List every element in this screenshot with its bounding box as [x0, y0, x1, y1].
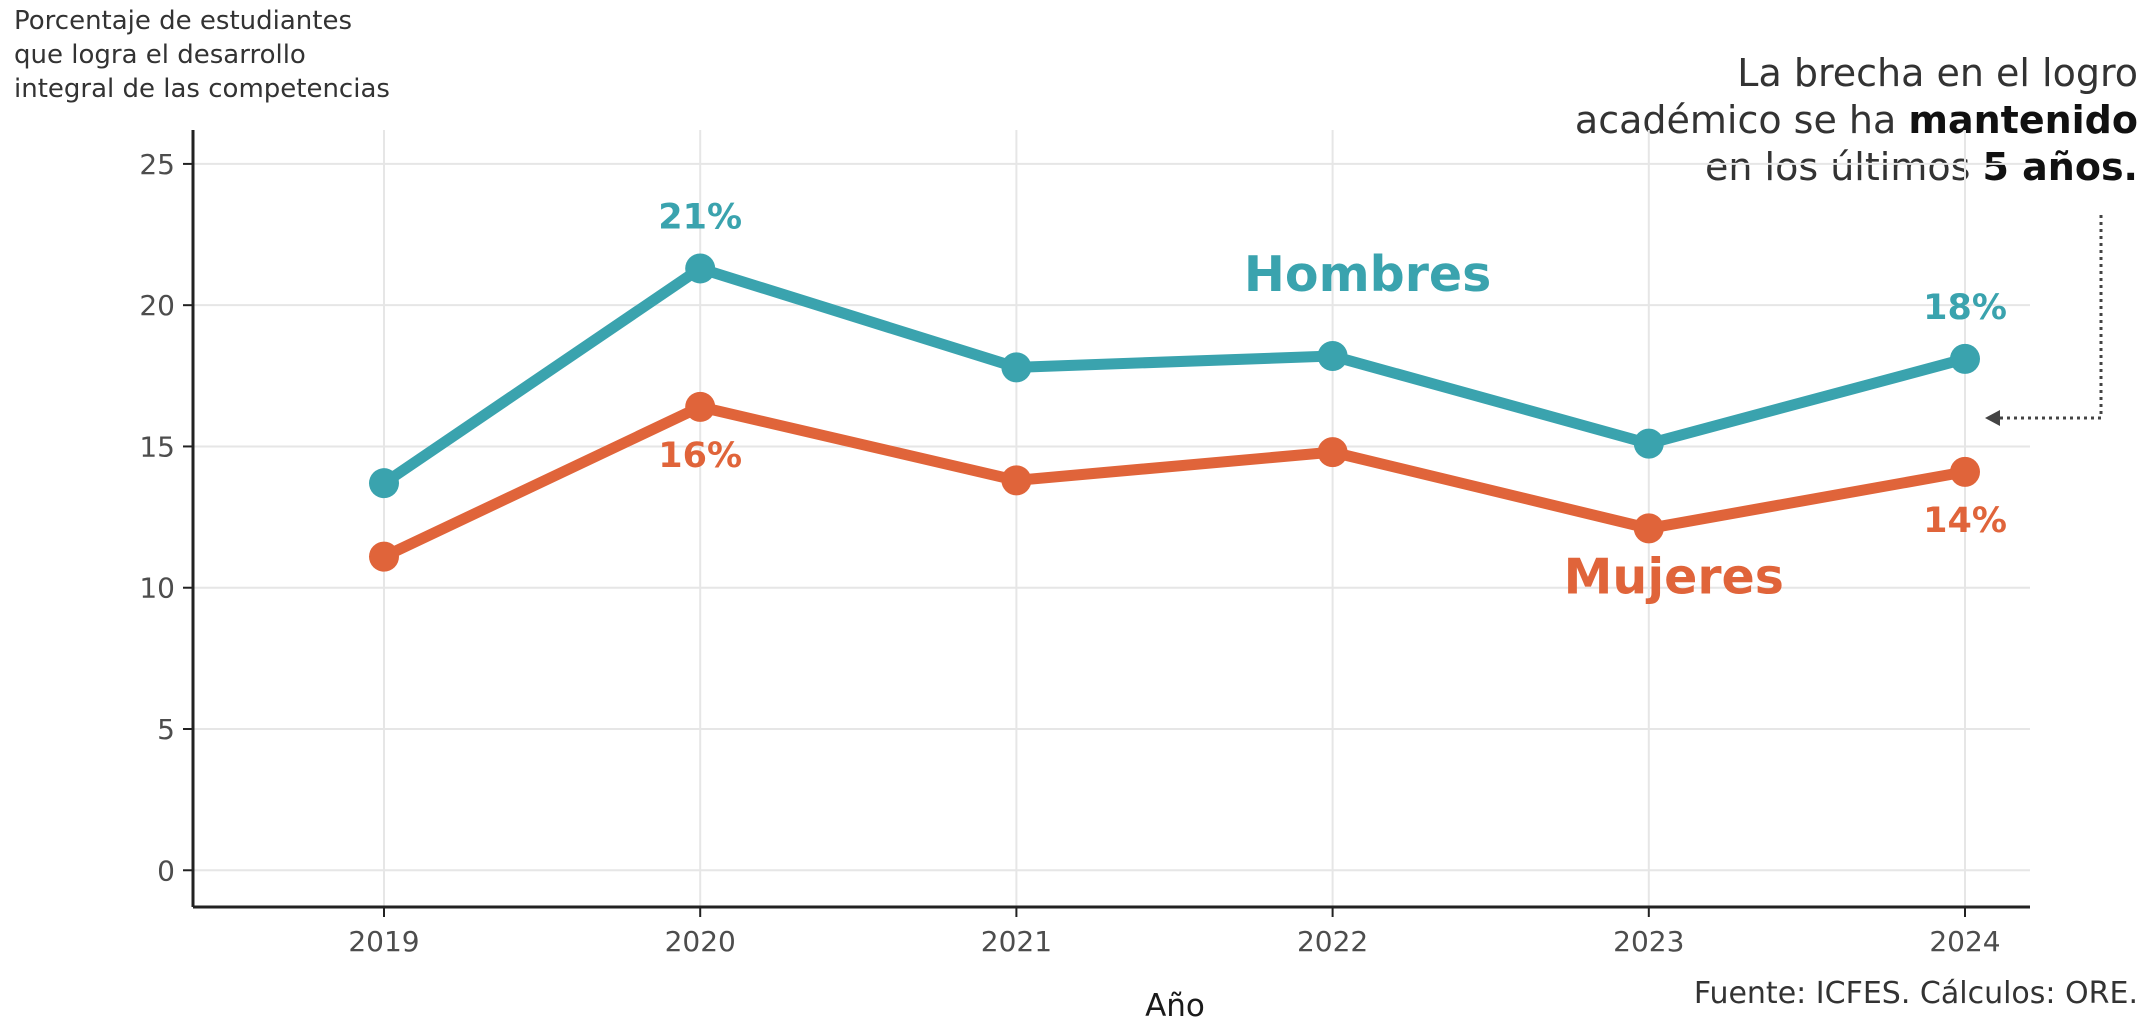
- point-mujeres-2024: [1950, 456, 1980, 487]
- series-label-mujeres: Mujeres: [1564, 548, 1784, 605]
- gap-annotation: La brecha en el logro académico se ha ma…: [1438, 50, 2138, 191]
- axes: [191, 130, 2030, 909]
- point-hombres-2023: [1633, 428, 1664, 459]
- annotation-arrow-head: [1985, 410, 2000, 426]
- y-tick-label-15: 15: [139, 430, 175, 463]
- tick-labels: 0 5 10 15 20 25 2019 2020 2021 2022 2023 2024: [139, 148, 2000, 958]
- x-tick-label-2024: 2024: [1929, 925, 2000, 958]
- x-tick-label-2021: 2021: [981, 925, 1052, 958]
- y-axis-title-line-2: que logra el desarrollo: [14, 40, 306, 70]
- point-hombres-2019: [369, 468, 399, 499]
- x-tick-label-2023: 2023: [1613, 925, 1684, 958]
- annotation-line-3: en los últimos 5 años.: [1705, 145, 2138, 189]
- source-note: Fuente: ICFES. Cálculos: ORE.: [1693, 976, 2138, 1011]
- x-tick-label-2019: 2019: [348, 925, 419, 958]
- y-tick-label-10: 10: [139, 572, 175, 605]
- annotation-emphasis-mantenido: mantenido: [1908, 98, 2138, 142]
- data-label-mujeres-2024: 14%: [1923, 501, 2007, 541]
- x-tick-label-2020: 2020: [665, 925, 736, 958]
- annotation-arrow: [1985, 215, 2103, 426]
- point-hombres-2020: [685, 253, 716, 284]
- point-mujeres-2020: [685, 391, 716, 422]
- data-label-mujeres-2020: 16%: [658, 436, 742, 476]
- data-labels: 21% 18% 16% 14%: [658, 197, 2007, 540]
- series-lines: [369, 253, 1980, 572]
- series-label-hombres: Hombres: [1244, 246, 1491, 303]
- point-hombres-2024: [1950, 343, 1980, 374]
- annotation-arrow-path: [1998, 215, 2103, 420]
- y-tick-label-0: 0: [157, 854, 175, 887]
- point-hombres-2022: [1317, 341, 1348, 372]
- point-mujeres-2021: [1001, 465, 1032, 496]
- x-axis-title: Año: [1145, 988, 1205, 1024]
- y-axis-title-line-3: integral de las competencias: [14, 74, 390, 104]
- point-hombres-2021: [1001, 352, 1032, 383]
- data-label-hombres-2024: 18%: [1923, 288, 2007, 328]
- annotation-line-2: académico se ha mantenido: [1574, 98, 2138, 142]
- y-tick-label-20: 20: [139, 289, 175, 322]
- y-tick-label-25: 25: [139, 148, 175, 181]
- y-axis-title-line-1: Porcentaje de estudiantes: [14, 6, 353, 36]
- y-axis-title: Porcentaje de estudiantes que logra el d…: [14, 4, 390, 106]
- point-mujeres-2023: [1633, 513, 1664, 544]
- x-tick-label-2022: 2022: [1297, 925, 1368, 958]
- y-tick-label-5: 5: [157, 713, 175, 746]
- data-label-hombres-2020: 21%: [658, 197, 742, 237]
- annotation-line-1: La brecha en el logro: [1737, 51, 2138, 95]
- grid-lines: [193, 130, 2030, 907]
- series-line-hombres: [378, 262, 1971, 489]
- series-line-mujeres: [378, 401, 1971, 563]
- point-mujeres-2019: [369, 541, 399, 572]
- annotation-emphasis-years: 5 años.: [1982, 145, 2138, 189]
- point-mujeres-2022: [1317, 437, 1348, 468]
